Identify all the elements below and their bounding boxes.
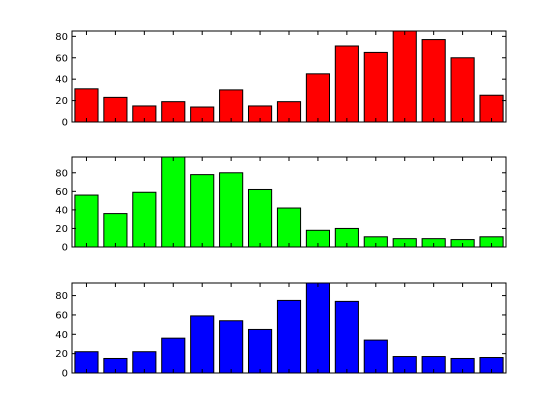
- bar-red-14: [450, 57, 475, 123]
- bar-red-11: [363, 51, 388, 123]
- subplot-red: 0 20 40 60 80: [55, 30, 507, 129]
- bar-blue-8: [276, 299, 302, 374]
- subplot-green: 0 20 40 60 80: [55, 156, 507, 254]
- bar-red-15: [479, 94, 504, 123]
- ytick-label-blue-20: 20: [55, 349, 68, 360]
- bar-blue-6: [219, 320, 244, 374]
- ytick-label-blue-80: 80: [55, 291, 68, 302]
- bar-green-4: [161, 156, 186, 248]
- bar-red-6: [219, 89, 244, 123]
- ytick-label-red-60: 60: [55, 53, 68, 64]
- subplot-blue: 0 20 40 60 80: [55, 282, 507, 380]
- ytick-label-red-0: 0: [62, 118, 68, 129]
- bar-blue-4: [161, 337, 186, 374]
- ytick-label-blue-40: 40: [55, 330, 68, 341]
- bar-green-1: [74, 194, 99, 248]
- ytick-label-red-40: 40: [55, 75, 68, 86]
- bar-blue-10: [334, 300, 359, 374]
- ytick-label-green-40: 40: [55, 205, 68, 216]
- bar-green-7: [247, 188, 273, 248]
- bar-blue-5: [190, 315, 215, 374]
- bar-green-8: [276, 207, 302, 248]
- bar-green-2: [103, 213, 128, 248]
- bar-red-12: [392, 30, 417, 123]
- ytick-label-green-60: 60: [55, 187, 68, 198]
- ytick-label-red-20: 20: [55, 96, 68, 107]
- bar-blue-9: [305, 282, 331, 374]
- ytick-label-blue-0: 0: [62, 369, 68, 380]
- ytick-label-green-20: 20: [55, 224, 68, 235]
- ytick-label-blue-60: 60: [55, 310, 68, 321]
- bar-green-3: [132, 191, 157, 248]
- ytick-label-green-80: 80: [55, 168, 68, 179]
- bar-blue-11: [363, 339, 388, 374]
- bar-red-13: [421, 39, 446, 123]
- bar-red-10: [334, 45, 359, 123]
- bar-blue-7: [247, 328, 273, 374]
- ytick-label-red-80: 80: [55, 32, 68, 43]
- bar-green-6: [219, 172, 244, 248]
- bar-red-1: [74, 88, 99, 123]
- bar-red-9: [305, 73, 331, 123]
- ytick-label-green-0: 0: [62, 243, 68, 254]
- bar-green-5: [190, 174, 215, 248]
